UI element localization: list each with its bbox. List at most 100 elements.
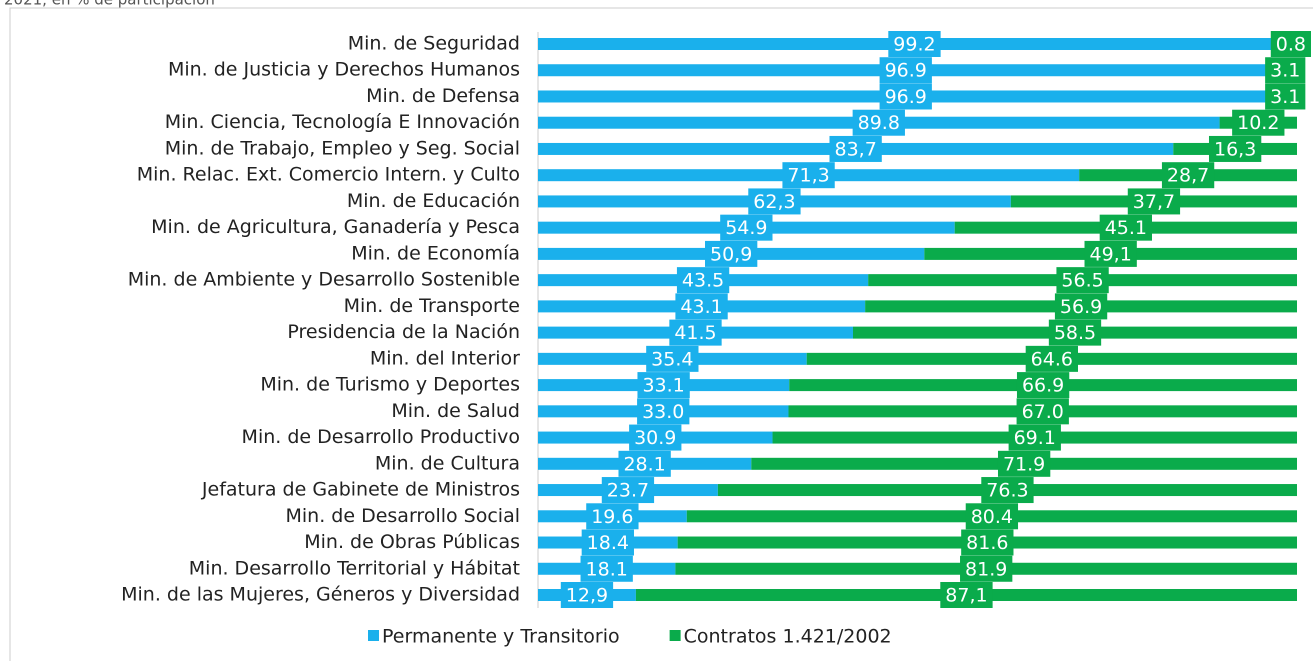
value-label-box [1025,345,1078,372]
legend-swatch [669,630,681,641]
value-label-box [675,293,728,320]
value-label-box [601,477,655,504]
category-label: Min. Ciencia, Tecnología E Innovación [165,111,520,133]
value-label: 83,7 [834,138,876,160]
value-label-box [961,529,1014,556]
value-label: 89.8 [858,112,900,134]
category-label: Min. de Cultura [375,452,520,474]
value-label-box [748,188,801,215]
value-label-box [720,214,773,241]
value-label: 45.1 [1105,217,1147,239]
value-label-box [1099,214,1153,241]
value-label: 10.2 [1237,112,1279,134]
value-label: 76.3 [986,480,1028,502]
value-label-box [581,529,634,556]
subtitle: 2021, en % de participación [4,0,215,9]
value-label: 33.0 [642,401,684,423]
category-label: Min. de Trabajo, Empleo y Seg. Social [165,137,520,159]
value-label-box [1270,31,1311,57]
value-label: 56.9 [1060,296,1102,318]
value-label: 19.6 [591,506,633,528]
value-label: 49,1 [1090,243,1132,265]
category-label: Min. de Transporte [344,295,520,317]
category-label: Min. del Interior [370,347,520,369]
value-label-box [676,267,730,294]
value-label-box [879,83,932,110]
value-label: 54.9 [725,217,767,239]
value-label-box [1265,83,1306,110]
value-label: 56.5 [1061,270,1103,292]
category-label: Min. de Ambiente y Desarrollo Sostenible [128,269,520,291]
value-label: 66.9 [1022,375,1064,397]
value-label-box [965,503,1019,530]
value-label-box [1265,57,1306,84]
value-label: 80.4 [971,506,1013,528]
value-label-box [888,31,941,57]
value-label-box [1056,267,1109,294]
value-label: 18.1 [586,558,628,580]
value-label: 62,3 [753,191,795,213]
value-label-box [669,319,722,346]
value-label-box [629,424,682,451]
value-label: 3.1 [1270,86,1300,108]
category-label: Jefatura de Gabinete de Ministros [201,479,520,501]
value-label: 67.0 [1022,401,1064,423]
category-label: Min. Desarrollo Territorial y Hábitat [189,557,520,579]
value-label-box [646,345,699,372]
value-label-box [782,162,835,189]
value-label: 43.1 [680,296,722,318]
value-label: 43.5 [682,270,724,292]
value-label-box [637,372,690,399]
value-label-box [1016,372,1070,399]
value-label-box [618,450,671,477]
value-label: 35.4 [651,348,693,370]
value-label-box [705,240,758,267]
value-label-box [1084,240,1137,267]
value-label: 41.5 [674,322,716,344]
value-label-box [586,503,639,530]
category-label: Min. de las Mujeres, Géneros y Diversida… [121,584,520,606]
value-label-box [560,582,614,608]
legend-label: Permanente y Transitorio [382,626,620,648]
value-label: 23.7 [607,480,649,502]
legend-label: Contratos 1.421/2002 [684,626,892,648]
category-label: Min. de Justicia y Derechos Humanos [168,59,520,81]
value-label: 96.9 [885,86,927,108]
category-label: Min. de Defensa [366,85,520,107]
category-label: Min. de Agricultura, Ganadería y Pesca [151,216,520,238]
value-label-box [997,450,1051,477]
value-label: 3.1 [1270,60,1300,82]
value-label-box [1208,135,1262,162]
value-label: 0.8 [1276,34,1306,56]
value-label-box [1048,319,1102,346]
value-label: 33.1 [642,375,684,397]
value-label-box [637,398,690,425]
category-label: Presidencia de la Nación [287,321,520,343]
category-label: Min. Relac. Ext. Comercio Intern. y Cult… [137,164,520,186]
value-label: 71.9 [1003,453,1045,475]
value-label-box [1127,188,1181,215]
category-label: Min. de Desarrollo Productivo [242,426,520,448]
category-label: Min. de Seguridad [348,33,520,55]
value-label-box [580,555,633,582]
value-label-box [829,135,882,162]
category-label: Min. de Educación [347,190,520,212]
value-label: 81.6 [966,532,1008,554]
value-label-box [879,57,932,84]
value-label: 28.1 [623,453,665,475]
value-label-box [1008,424,1061,451]
value-label: 12,9 [566,585,608,607]
value-label: 50,9 [710,243,752,265]
value-label: 96.9 [885,60,927,82]
value-label: 71,3 [787,165,829,187]
value-label-box [1016,398,1069,425]
value-label: 16,3 [1214,138,1256,160]
value-label: 64.6 [1031,348,1073,370]
value-label-box [1161,162,1215,189]
value-label-box [852,109,905,136]
value-label-box [981,477,1034,504]
legend-swatch [368,630,379,641]
value-label: 58.5 [1054,322,1096,344]
value-label-box [1232,109,1285,136]
